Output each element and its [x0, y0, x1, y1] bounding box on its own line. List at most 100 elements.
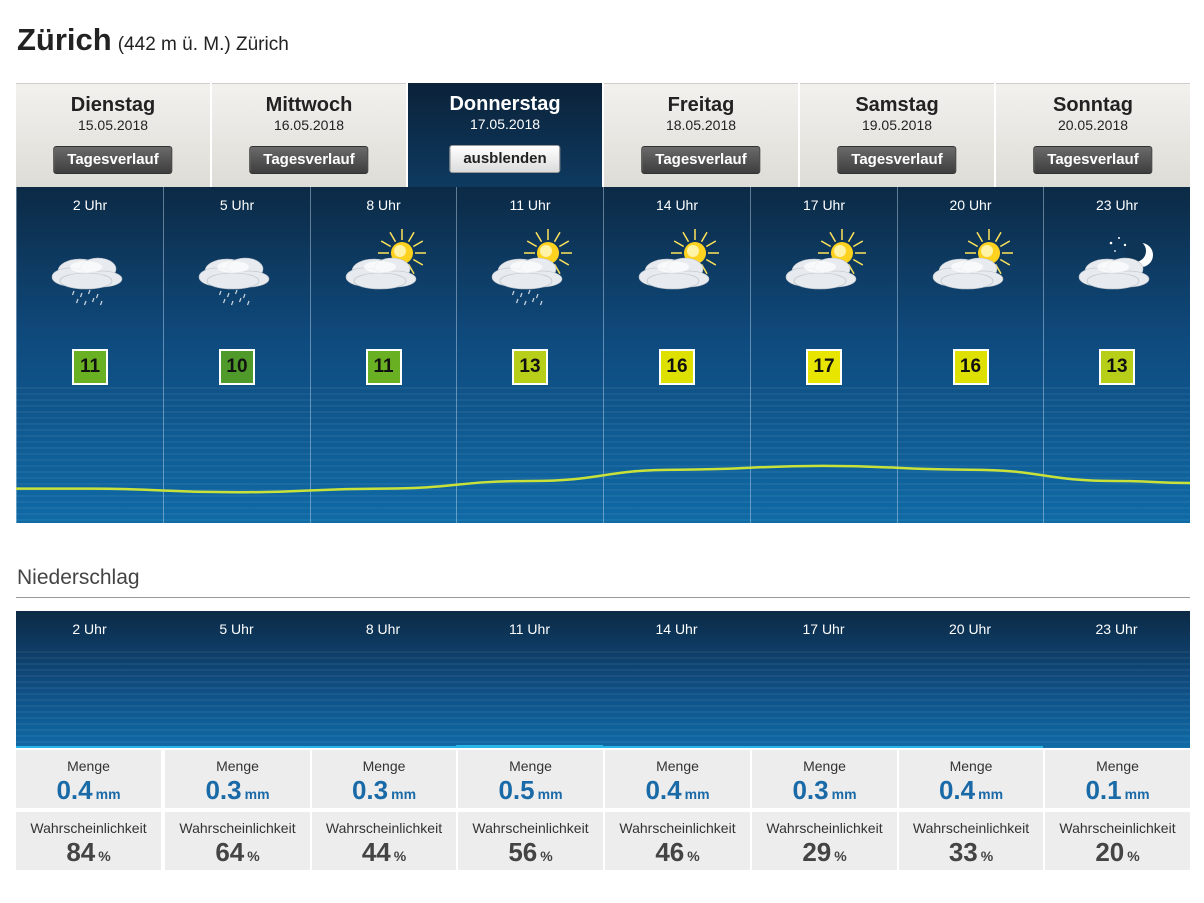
probability-label: Wahrscheinlichkeit	[179, 820, 296, 836]
hour-column: 23 Uhr 13	[1043, 187, 1190, 523]
probability-unit: %	[687, 848, 700, 864]
hour-label: 2 Uhr	[72, 621, 107, 637]
probability-value: 46%	[605, 838, 750, 870]
amount-number: 0.4	[645, 775, 682, 805]
precip-hour-column: 8 Uhr	[310, 611, 456, 748]
hour-label: 8 Uhr	[365, 621, 401, 637]
precip-hour-column: 14 Uhr	[603, 611, 750, 748]
probability-unit: %	[98, 848, 111, 864]
hour-column: 14 Uhr 16	[603, 187, 750, 523]
day-detail-button[interactable]: Tagesverlauf	[1033, 146, 1153, 174]
day-date: 18.05.2018	[665, 117, 737, 133]
precip-amount-cell: Menge 0.4 mm	[605, 750, 750, 808]
temperature-curve	[16, 464, 1190, 494]
precip-probability-cell: Wahrscheinlichkeit 84%	[16, 812, 161, 870]
probability-unit: %	[247, 848, 260, 864]
amount-number: 0.4	[56, 775, 93, 805]
amount-value: 0.4 mm	[16, 776, 161, 808]
hide-button[interactable]: ausblenden	[449, 145, 561, 173]
probability-label: Wahrscheinlichkeit	[325, 820, 443, 836]
hour-label: 11 Uhr	[509, 197, 551, 213]
amount-number: 0.3	[792, 775, 829, 805]
probability-unit: %	[980, 848, 994, 864]
moon-cloud-icon	[1067, 229, 1167, 309]
precip-amount-cell: Menge 0.5 mm	[458, 750, 603, 808]
panel-stripes	[16, 651, 1190, 748]
amount-label: Menge	[362, 758, 406, 774]
day-tab-freitag[interactable]: Freitag 18.05.2018 Tagesverlauf	[604, 83, 798, 187]
precip-probability-cell: Wahrscheinlichkeit 29%	[752, 812, 897, 870]
hour-column: 5 Uhr 10	[163, 187, 310, 523]
precip-probability-cell: Wahrscheinlichkeit 33%	[899, 812, 1043, 870]
temperature-badge: 16	[659, 349, 695, 385]
precip-bar	[163, 746, 310, 748]
amount-label: Menge	[509, 758, 552, 774]
amount-value: 0.3 mm	[312, 776, 456, 808]
sun-cloud-rain-icon	[480, 229, 580, 309]
day-name: Freitag	[667, 94, 735, 116]
rain-cloud-icon	[40, 229, 140, 309]
day-detail-button[interactable]: Tagesverlauf	[249, 146, 369, 174]
precip-probability-cell: Wahrscheinlichkeit 56%	[458, 812, 603, 870]
day-tab-mittwoch[interactable]: Mittwoch 16.05.2018 Tagesverlauf	[212, 83, 406, 187]
section-title-precipitation: Niederschlag	[17, 566, 140, 589]
rain-cloud-icon	[187, 229, 287, 309]
day-date: 15.05.2018	[77, 117, 149, 133]
temperature-badge: 13	[512, 349, 548, 385]
hour-label: 23 Uhr	[1095, 197, 1139, 213]
day-name: Sonntag	[1053, 94, 1133, 116]
day-date: 20.05.2018	[1057, 117, 1129, 133]
amount-unit: mm	[684, 786, 710, 802]
amount-number: 0.1	[1085, 775, 1122, 805]
sun-cloud-icon	[774, 229, 874, 309]
section-divider	[16, 597, 1190, 598]
day-detail-button[interactable]: Tagesverlauf	[641, 146, 761, 174]
sun-cloud-icon	[627, 229, 727, 309]
temperature-badge: 11	[365, 349, 402, 385]
precip-amount-cell: Menge 0.3 mm	[165, 750, 310, 808]
probability-label: Wahrscheinlichkeit	[766, 820, 883, 836]
probability-number: 33	[948, 837, 978, 867]
day-tab-samstag[interactable]: Samstag 19.05.2018 Tagesverlauf	[800, 83, 994, 187]
day-detail-button[interactable]: Tagesverlauf	[837, 146, 957, 174]
hour-column: 20 Uhr 16	[897, 187, 1043, 523]
amount-unit: mm	[537, 786, 563, 802]
probability-number: 84	[66, 837, 96, 867]
amount-label: Menge	[1096, 758, 1139, 774]
probability-label: Wahrscheinlichkeit	[30, 820, 147, 836]
precip-bar	[603, 746, 750, 748]
temperature-line	[16, 464, 1190, 494]
day-tab-donnerstag[interactable]: Donnerstag 17.05.2018 ausblenden	[408, 83, 602, 187]
precip-bar	[310, 746, 456, 748]
hour-label: 5 Uhr	[219, 197, 255, 213]
precipitation-panel: 2 Uhr 5 Uhr 8 Uhr 11 Uhr 14 Uhr 17 Uhr 20 Uhr 2…	[16, 611, 1190, 748]
amount-number: 0.4	[938, 775, 976, 805]
probability-number: 44	[361, 837, 391, 867]
amount-value: 0.4 mm	[899, 776, 1043, 808]
precipitation-stats: Menge 0.4 mm Wahrscheinlichkeit 84% Menge 0.3 m…	[16, 750, 1190, 874]
probability-number: 64	[215, 837, 245, 867]
hour-label: 11 Uhr	[509, 621, 550, 637]
amount-unit: mm	[95, 786, 121, 802]
probability-label: Wahrscheinlichkeit	[1059, 820, 1176, 836]
amount-label: Menge	[216, 758, 259, 774]
amount-label: Menge	[949, 758, 993, 774]
day-tab-dienstag[interactable]: Dienstag 15.05.2018 Tagesverlauf	[16, 83, 210, 187]
precip-hour-column: 5 Uhr	[163, 611, 310, 748]
hour-label: 20 Uhr	[949, 197, 992, 213]
precip-bar	[750, 746, 897, 748]
probability-number: 20	[1095, 837, 1125, 867]
day-tab-sonntag[interactable]: Sonntag 20.05.2018 Tagesverlauf	[996, 83, 1190, 187]
amount-number: 0.3	[351, 775, 389, 805]
precip-hour-column: 23 Uhr	[1043, 611, 1190, 748]
temperature-badge: 10	[219, 349, 255, 385]
precip-probability-cell: Wahrscheinlichkeit 64%	[165, 812, 310, 870]
precip-hour-column: 20 Uhr	[897, 611, 1043, 748]
day-date: 16.05.2018	[273, 117, 345, 133]
day-name: Donnerstag	[449, 93, 561, 115]
temperature-badge: 11	[72, 349, 108, 385]
amount-value: 0.4 mm	[605, 776, 750, 808]
amount-value: 0.3 mm	[752, 776, 897, 808]
day-detail-button[interactable]: Tagesverlauf	[53, 146, 173, 174]
hour-label: 23 Uhr	[1095, 621, 1138, 637]
